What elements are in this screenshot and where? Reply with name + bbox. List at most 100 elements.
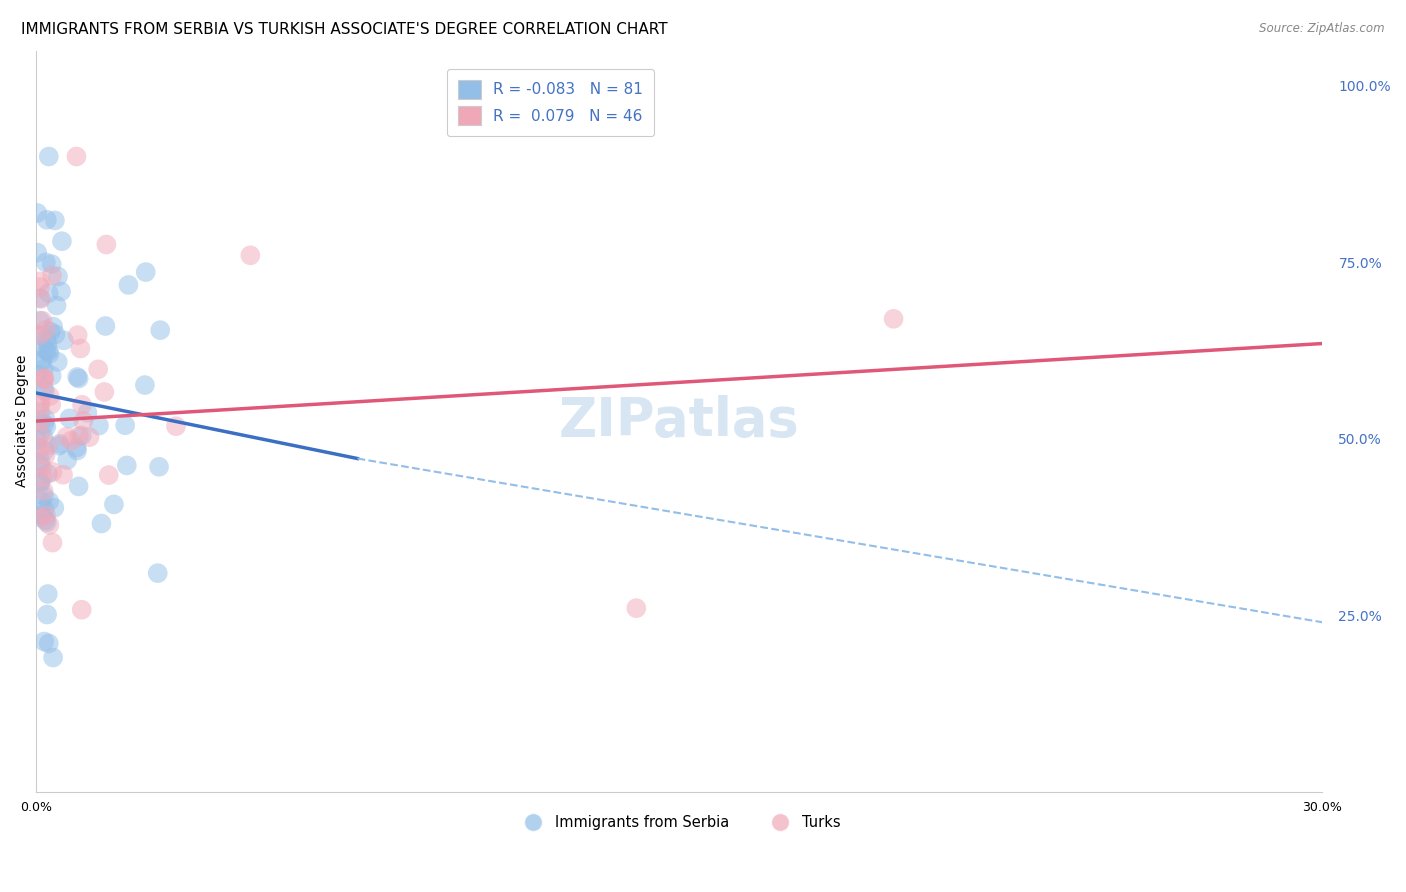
Point xyxy=(25,433,48,447)
Point xyxy=(35,323,58,337)
Point xyxy=(44,500,66,515)
Point xyxy=(30,398,52,412)
Point xyxy=(45,299,67,313)
Point xyxy=(34,443,56,458)
Point xyxy=(30,414,52,428)
Point xyxy=(30,475,52,489)
Point xyxy=(31,495,53,509)
Point xyxy=(30,280,52,294)
Point xyxy=(30,396,52,410)
Point xyxy=(34,384,56,399)
Point xyxy=(42,650,65,665)
Point xyxy=(117,277,139,292)
Point xyxy=(37,467,59,481)
Point xyxy=(38,346,60,360)
Point xyxy=(66,370,89,384)
Text: IMMIGRANTS FROM SERBIA VS TURKISH ASSOCIATE'S DEGREE CORRELATION CHART: IMMIGRANTS FROM SERBIA VS TURKISH ASSOCI… xyxy=(21,22,668,37)
Point xyxy=(30,510,52,524)
Point xyxy=(239,248,262,262)
Point xyxy=(51,234,73,248)
Point xyxy=(32,489,55,503)
Point xyxy=(35,255,58,269)
Text: ZIPatlas: ZIPatlas xyxy=(558,395,800,447)
Point xyxy=(114,418,136,433)
Point xyxy=(58,411,80,425)
Text: Source: ZipAtlas.com: Source: ZipAtlas.com xyxy=(1260,22,1385,36)
Point xyxy=(34,502,56,516)
Point xyxy=(67,371,90,385)
Point xyxy=(38,517,60,532)
Point xyxy=(31,461,53,475)
Point xyxy=(115,458,138,473)
Legend: Immigrants from Serbia, Turks: Immigrants from Serbia, Turks xyxy=(512,810,846,836)
Point xyxy=(30,476,52,491)
Point xyxy=(46,269,69,284)
Point xyxy=(66,328,89,343)
Point xyxy=(30,508,52,523)
Point xyxy=(32,430,55,444)
Point xyxy=(90,516,112,531)
Point xyxy=(34,343,56,357)
Point xyxy=(146,566,169,581)
Point xyxy=(56,453,79,467)
Point xyxy=(28,458,51,472)
Point xyxy=(66,443,89,458)
Point xyxy=(30,328,52,343)
Point xyxy=(28,313,51,327)
Point xyxy=(70,428,93,442)
Point xyxy=(35,212,58,227)
Point xyxy=(41,535,63,549)
Point xyxy=(25,328,48,343)
Point xyxy=(34,412,56,426)
Point xyxy=(42,319,65,334)
Point xyxy=(31,469,53,483)
Point xyxy=(30,405,52,419)
Point xyxy=(67,479,90,493)
Point xyxy=(44,213,66,227)
Point xyxy=(76,406,98,420)
Point xyxy=(52,334,75,348)
Point xyxy=(35,607,58,622)
Point xyxy=(87,362,110,376)
Point xyxy=(31,352,53,367)
Point xyxy=(38,149,60,163)
Point xyxy=(38,389,60,403)
Point xyxy=(31,314,53,328)
Point xyxy=(27,206,49,220)
Point xyxy=(55,430,77,444)
Point xyxy=(30,454,52,468)
Point xyxy=(38,286,60,301)
Point xyxy=(35,419,58,434)
Point xyxy=(34,448,56,462)
Point xyxy=(34,513,56,527)
Point xyxy=(60,434,83,448)
Point xyxy=(148,459,170,474)
Point xyxy=(48,437,70,451)
Point xyxy=(135,265,157,279)
Point xyxy=(28,291,51,305)
Point xyxy=(32,634,55,648)
Point xyxy=(32,371,55,385)
Point xyxy=(35,332,58,346)
Point xyxy=(30,274,52,288)
Point xyxy=(38,344,60,359)
Point xyxy=(37,438,59,452)
Point xyxy=(41,368,63,383)
Point xyxy=(27,368,49,382)
Point xyxy=(32,484,55,499)
Point xyxy=(32,372,55,386)
Point xyxy=(93,384,115,399)
Point xyxy=(165,419,187,434)
Point xyxy=(69,342,91,356)
Point xyxy=(46,355,69,369)
Point xyxy=(32,382,55,396)
Point xyxy=(37,336,59,351)
Point xyxy=(35,343,58,358)
Point xyxy=(39,325,62,339)
Point xyxy=(37,587,59,601)
Point xyxy=(41,257,63,271)
Point xyxy=(72,414,94,428)
Point xyxy=(97,468,120,483)
Point xyxy=(41,268,63,283)
Point xyxy=(65,441,87,455)
